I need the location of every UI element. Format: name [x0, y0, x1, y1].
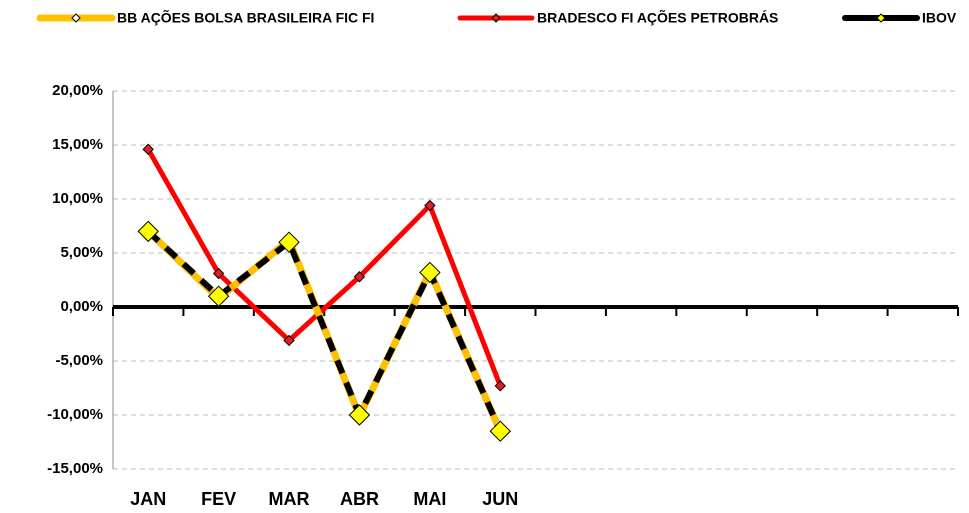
legend-label: BB AÇÕES BOLSA BRASILEIRA FIC FI — [117, 9, 374, 26]
x-tick-label: JAN — [130, 489, 166, 509]
legend-marker — [71, 13, 81, 23]
x-tick-label: JUN — [482, 489, 518, 509]
legend-marker — [491, 13, 501, 23]
series-marker — [424, 199, 436, 212]
y-tick-label: -10,00% — [47, 406, 103, 423]
y-tick-label: 10,00% — [52, 190, 103, 207]
series-marker — [353, 271, 366, 283]
y-tick-label: 15,00% — [52, 136, 103, 153]
series-marker — [489, 420, 511, 442]
series-marker — [278, 231, 300, 253]
legend-label: IBOV — [922, 10, 957, 26]
legend-marker — [876, 13, 886, 23]
series-line — [145, 228, 504, 433]
series-marker — [137, 220, 159, 243]
y-tick-label: 0,00% — [60, 298, 103, 315]
series-marker — [348, 404, 371, 426]
x-tick-label: FEV — [201, 489, 236, 509]
series-marker — [142, 143, 154, 156]
series-marker — [419, 261, 441, 284]
y-tick-label: 20,00% — [52, 82, 103, 99]
series-marker — [212, 267, 225, 280]
y-tick-label: -5,00% — [55, 352, 103, 369]
x-tick-label: ABR — [340, 489, 379, 509]
y-tick-label: -15,00% — [47, 460, 103, 477]
series-line — [146, 229, 504, 433]
series-marker — [283, 334, 295, 347]
series-line — [146, 148, 503, 387]
x-tick-label: MAI — [413, 489, 446, 509]
y-tick-label: 5,00% — [60, 244, 103, 261]
legend-label: BRADESCO FI AÇÕES PETROBRÁS — [537, 9, 778, 26]
x-tick-label: MAR — [269, 489, 310, 509]
series-marker — [207, 285, 230, 307]
series-marker — [494, 380, 506, 392]
